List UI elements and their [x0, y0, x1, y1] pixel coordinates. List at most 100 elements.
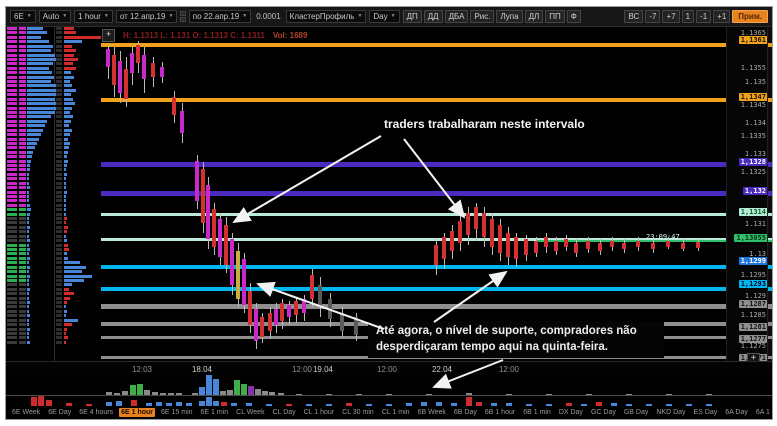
range-button-+7[interactable]: +7 — [662, 10, 680, 23]
profile-label-cell-2 — [56, 57, 62, 61]
price-axis[interactable]: 1.1365 1,1361 1.1355 1.135 1,1347 1.1345 1.134… — [726, 27, 769, 366]
profile-bid-bar — [27, 203, 30, 207]
toolbar-button-Рис.[interactable]: Рис. — [470, 10, 495, 23]
profile-row — [6, 177, 101, 181]
profile-label-cell-2 — [56, 150, 62, 154]
toolbar-button-ДП[interactable]: ДП — [402, 10, 422, 23]
toolbar-button-ДБА[interactable]: ДБА — [444, 10, 469, 23]
tab-6e-1-hour[interactable]: 6E 1 hour — [119, 408, 156, 417]
tab-gc-day[interactable]: GC Day — [590, 409, 616, 416]
tab-cl-week[interactable]: CL Week — [236, 409, 265, 416]
delta-bar — [286, 404, 292, 406]
period-select[interactable]: Day ▼ — [369, 10, 400, 23]
profile-label-cell — [19, 80, 26, 84]
tab-6b-1-min[interactable]: 6B 1 min — [523, 409, 551, 416]
delta-bar — [326, 404, 332, 406]
candle-wick — [138, 41, 139, 73]
profile-price-cell — [7, 234, 17, 238]
profile-label-cell-2 — [56, 84, 62, 88]
toolbar-button-ДД[interactable]: ДД — [423, 10, 443, 23]
profile-price-cell — [7, 62, 17, 66]
delta-bar — [116, 401, 122, 406]
profile-bid-bar — [27, 305, 29, 309]
instrument-select[interactable]: 6E ▼ — [10, 10, 36, 23]
tab-gb-day[interactable]: GB Day — [623, 409, 649, 416]
tab-cl-1-hour[interactable]: CL 1 hour — [303, 409, 335, 416]
toolbar-button-ДЛ[interactable]: ДЛ — [524, 10, 544, 23]
profile-ask-bar — [64, 225, 68, 229]
candle-wick — [208, 177, 209, 249]
tab-6e-day[interactable]: 6E Day — [48, 409, 72, 416]
delta-bar — [31, 397, 37, 406]
profile-price-cell — [7, 225, 17, 229]
timeframe-select[interactable]: 1 hour ▼ — [74, 10, 113, 23]
time-axis[interactable]: 12:03 18.04 12:00 19.04 12:00 22.04 12:00 — [6, 361, 772, 376]
range-button--1[interactable]: -1 — [696, 10, 712, 23]
step-down-icon[interactable]: › — [180, 17, 186, 22]
tab-6b-1-hour[interactable]: 6B 1 hour — [484, 409, 516, 416]
chart-type-select[interactable]: КластерПрофиль ▼ — [285, 10, 367, 23]
profile-row — [6, 146, 101, 150]
step-up-icon[interactable]: ‹ — [180, 11, 186, 16]
tab-6e-1-min[interactable]: 6E 1 min — [200, 409, 229, 416]
candle-body — [474, 207, 478, 229]
candle-wick — [683, 239, 684, 251]
range-button-+1[interactable]: +1 — [713, 10, 731, 23]
profile-label-cell — [19, 194, 26, 198]
tab-6b-day[interactable]: 6B Day — [453, 409, 477, 416]
profile-divider — [54, 27, 55, 361]
tab-cl-day[interactable]: CL Day — [272, 409, 296, 416]
profile-label-cell — [19, 128, 26, 132]
apply-button[interactable]: Прим. — [732, 10, 768, 23]
profile-bid-bar — [27, 106, 59, 110]
profile-ask-bar — [64, 44, 72, 48]
profile-label-cell — [19, 217, 26, 221]
toolbar-button-ПП[interactable]: ПП — [545, 10, 565, 23]
candle-body — [524, 239, 528, 255]
tab-6e-week[interactable]: 6E Week — [12, 409, 41, 416]
profile-ask-bar — [64, 181, 66, 185]
profile-label-cell-2 — [56, 159, 62, 163]
range-button-ВС[interactable]: ВС — [624, 10, 644, 23]
delta-bar — [366, 404, 372, 406]
cluster-profile-panel[interactable] — [6, 27, 101, 361]
range-button--7[interactable]: -7 — [645, 10, 661, 23]
date-to-value: по 22.апр.19 — [192, 12, 240, 21]
price-label-1.1295: 1.1295 — [740, 271, 766, 279]
range-button-1[interactable]: 1 — [681, 10, 695, 23]
delta-bar — [436, 402, 442, 406]
tab-dx-day[interactable]: DX Day — [558, 409, 583, 416]
profile-bid-bar — [27, 84, 57, 88]
candle-wick — [238, 243, 239, 307]
profile-bid-bar — [27, 221, 29, 225]
profile-row — [6, 292, 101, 296]
tab-6b-week[interactable]: 6B Week — [417, 409, 446, 416]
tab-6a-day[interactable]: 6A Day — [725, 409, 748, 416]
candle-body — [201, 169, 205, 223]
volume-bar — [234, 380, 240, 395]
tab-cl-1-min[interactable]: CL 1 min — [381, 409, 410, 416]
add-indicator-button[interactable]: + — [102, 29, 115, 42]
profile-price-cell — [7, 159, 17, 163]
profile-bid-bar — [27, 261, 29, 265]
profile-label-cell-2 — [56, 146, 62, 150]
profile-price-cell — [7, 221, 17, 225]
tab-6a-1-hour[interactable]: 6A 1 hour — [755, 409, 772, 416]
date-step-buttons[interactable]: ‹ › — [180, 11, 186, 22]
toolbar-button-Лупа[interactable]: Лупа — [496, 10, 523, 23]
volume-bar — [586, 394, 592, 395]
date-from-picker[interactable]: от 12.апр.19 ▼ — [115, 10, 178, 23]
profile-bid-bar — [27, 97, 55, 101]
mode-select[interactable]: Auto ▼ — [38, 10, 72, 23]
tab-cl-30-min[interactable]: CL 30 min — [342, 409, 374, 416]
tab-nkd-day[interactable]: NKD Day — [656, 409, 686, 416]
tab-es-day[interactable]: ES Day — [693, 409, 718, 416]
tab-6e-15-min[interactable]: 6E 15 min — [161, 409, 193, 416]
profile-price-cell — [7, 194, 17, 198]
profile-price-cell — [7, 181, 17, 185]
profile-row — [6, 309, 101, 314]
candle-body — [218, 219, 222, 257]
date-to-picker[interactable]: по 22.апр.19 ▼ — [188, 10, 252, 23]
tab-6e-4-hours[interactable]: 6E 4 hours — [79, 409, 114, 416]
toolbar-button-Ф[interactable]: Ф — [566, 10, 581, 23]
